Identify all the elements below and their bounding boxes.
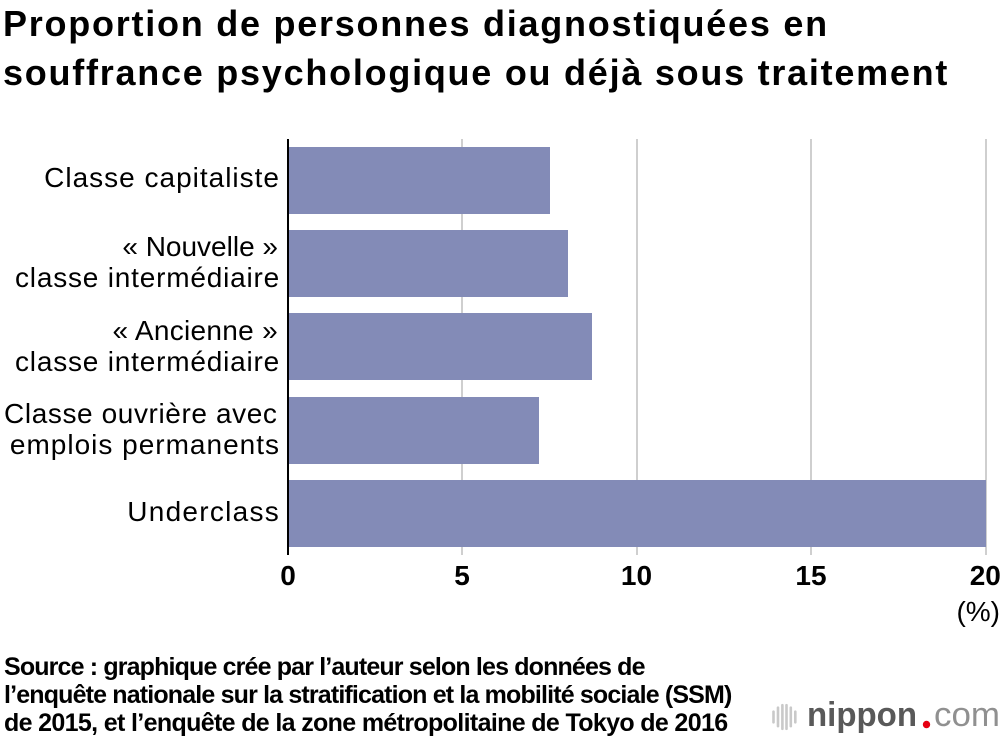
svg-text:com: com bbox=[934, 696, 1000, 734]
svg-text:nippon: nippon bbox=[807, 696, 917, 734]
